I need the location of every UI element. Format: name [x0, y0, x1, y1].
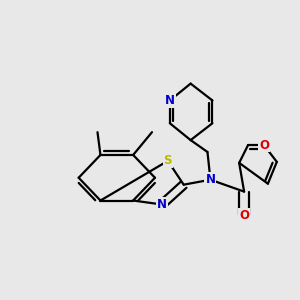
Text: N: N — [206, 173, 215, 186]
Text: O: O — [259, 139, 269, 152]
Text: S: S — [164, 154, 172, 167]
Text: N: N — [165, 94, 175, 107]
Text: O: O — [239, 209, 249, 222]
Text: N: N — [157, 198, 167, 211]
